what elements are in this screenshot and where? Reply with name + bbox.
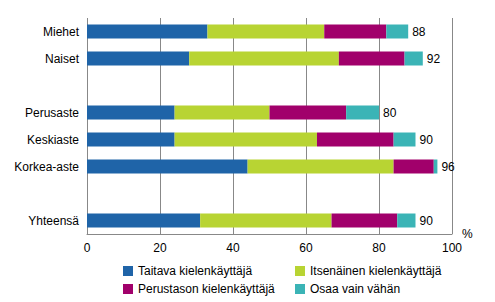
svg-text:Naiset: Naiset <box>45 52 80 66</box>
svg-text:60: 60 <box>299 241 313 255</box>
svg-text:Korkea-aste: Korkea-aste <box>14 160 79 174</box>
svg-text:Osaa vain vähän: Osaa vain vähän <box>310 282 400 296</box>
svg-text:Perustason kielenkäyttäjä: Perustason kielenkäyttäjä <box>138 282 275 296</box>
svg-text:Miehet: Miehet <box>43 25 80 39</box>
svg-text:92: 92 <box>427 52 441 66</box>
svg-text:Itsenäinen kielenkäyttäjä: Itsenäinen kielenkäyttäjä <box>310 264 442 278</box>
svg-text:Taitava kielenkäyttäjä: Taitava kielenkäyttäjä <box>138 264 252 278</box>
svg-text:80: 80 <box>372 241 386 255</box>
svg-text:0: 0 <box>84 241 91 255</box>
svg-text:100: 100 <box>442 241 462 255</box>
svg-text:20: 20 <box>153 241 167 255</box>
svg-text:90: 90 <box>420 214 434 228</box>
svg-text:90: 90 <box>420 133 434 147</box>
svg-text:40: 40 <box>226 241 240 255</box>
svg-text:96: 96 <box>441 160 455 174</box>
svg-text:80: 80 <box>383 106 397 120</box>
svg-text:Perusaste: Perusaste <box>25 106 79 120</box>
svg-text:Keskiaste: Keskiaste <box>27 133 79 147</box>
svg-text:%: % <box>462 227 473 241</box>
svg-text:Yhteensä: Yhteensä <box>28 214 79 228</box>
svg-text:88: 88 <box>412 25 426 39</box>
